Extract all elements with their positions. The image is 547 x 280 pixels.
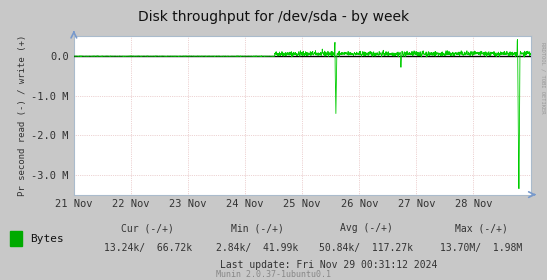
Text: Last update: Fri Nov 29 00:31:12 2024: Last update: Fri Nov 29 00:31:12 2024	[219, 260, 437, 270]
Text: Cur (-/+): Cur (-/+)	[121, 223, 174, 233]
Text: RRDTOOL / TOBI OETIKER: RRDTOOL / TOBI OETIKER	[541, 42, 546, 113]
Text: 13.70M/  1.98M: 13.70M/ 1.98M	[440, 243, 522, 253]
Text: Max (-/+): Max (-/+)	[455, 223, 508, 233]
Y-axis label: Pr second read (-) / write (+): Pr second read (-) / write (+)	[18, 35, 27, 196]
Text: 13.24k/  66.72k: 13.24k/ 66.72k	[103, 243, 192, 253]
Text: 50.84k/  117.27k: 50.84k/ 117.27k	[319, 243, 414, 253]
Text: Min (-/+): Min (-/+)	[231, 223, 283, 233]
Text: 2.84k/  41.99k: 2.84k/ 41.99k	[216, 243, 298, 253]
Text: Avg (-/+): Avg (-/+)	[340, 223, 393, 233]
Text: Bytes: Bytes	[30, 234, 64, 244]
Text: Disk throughput for /dev/sda - by week: Disk throughput for /dev/sda - by week	[138, 10, 409, 24]
Text: Munin 2.0.37-1ubuntu0.1: Munin 2.0.37-1ubuntu0.1	[216, 270, 331, 279]
